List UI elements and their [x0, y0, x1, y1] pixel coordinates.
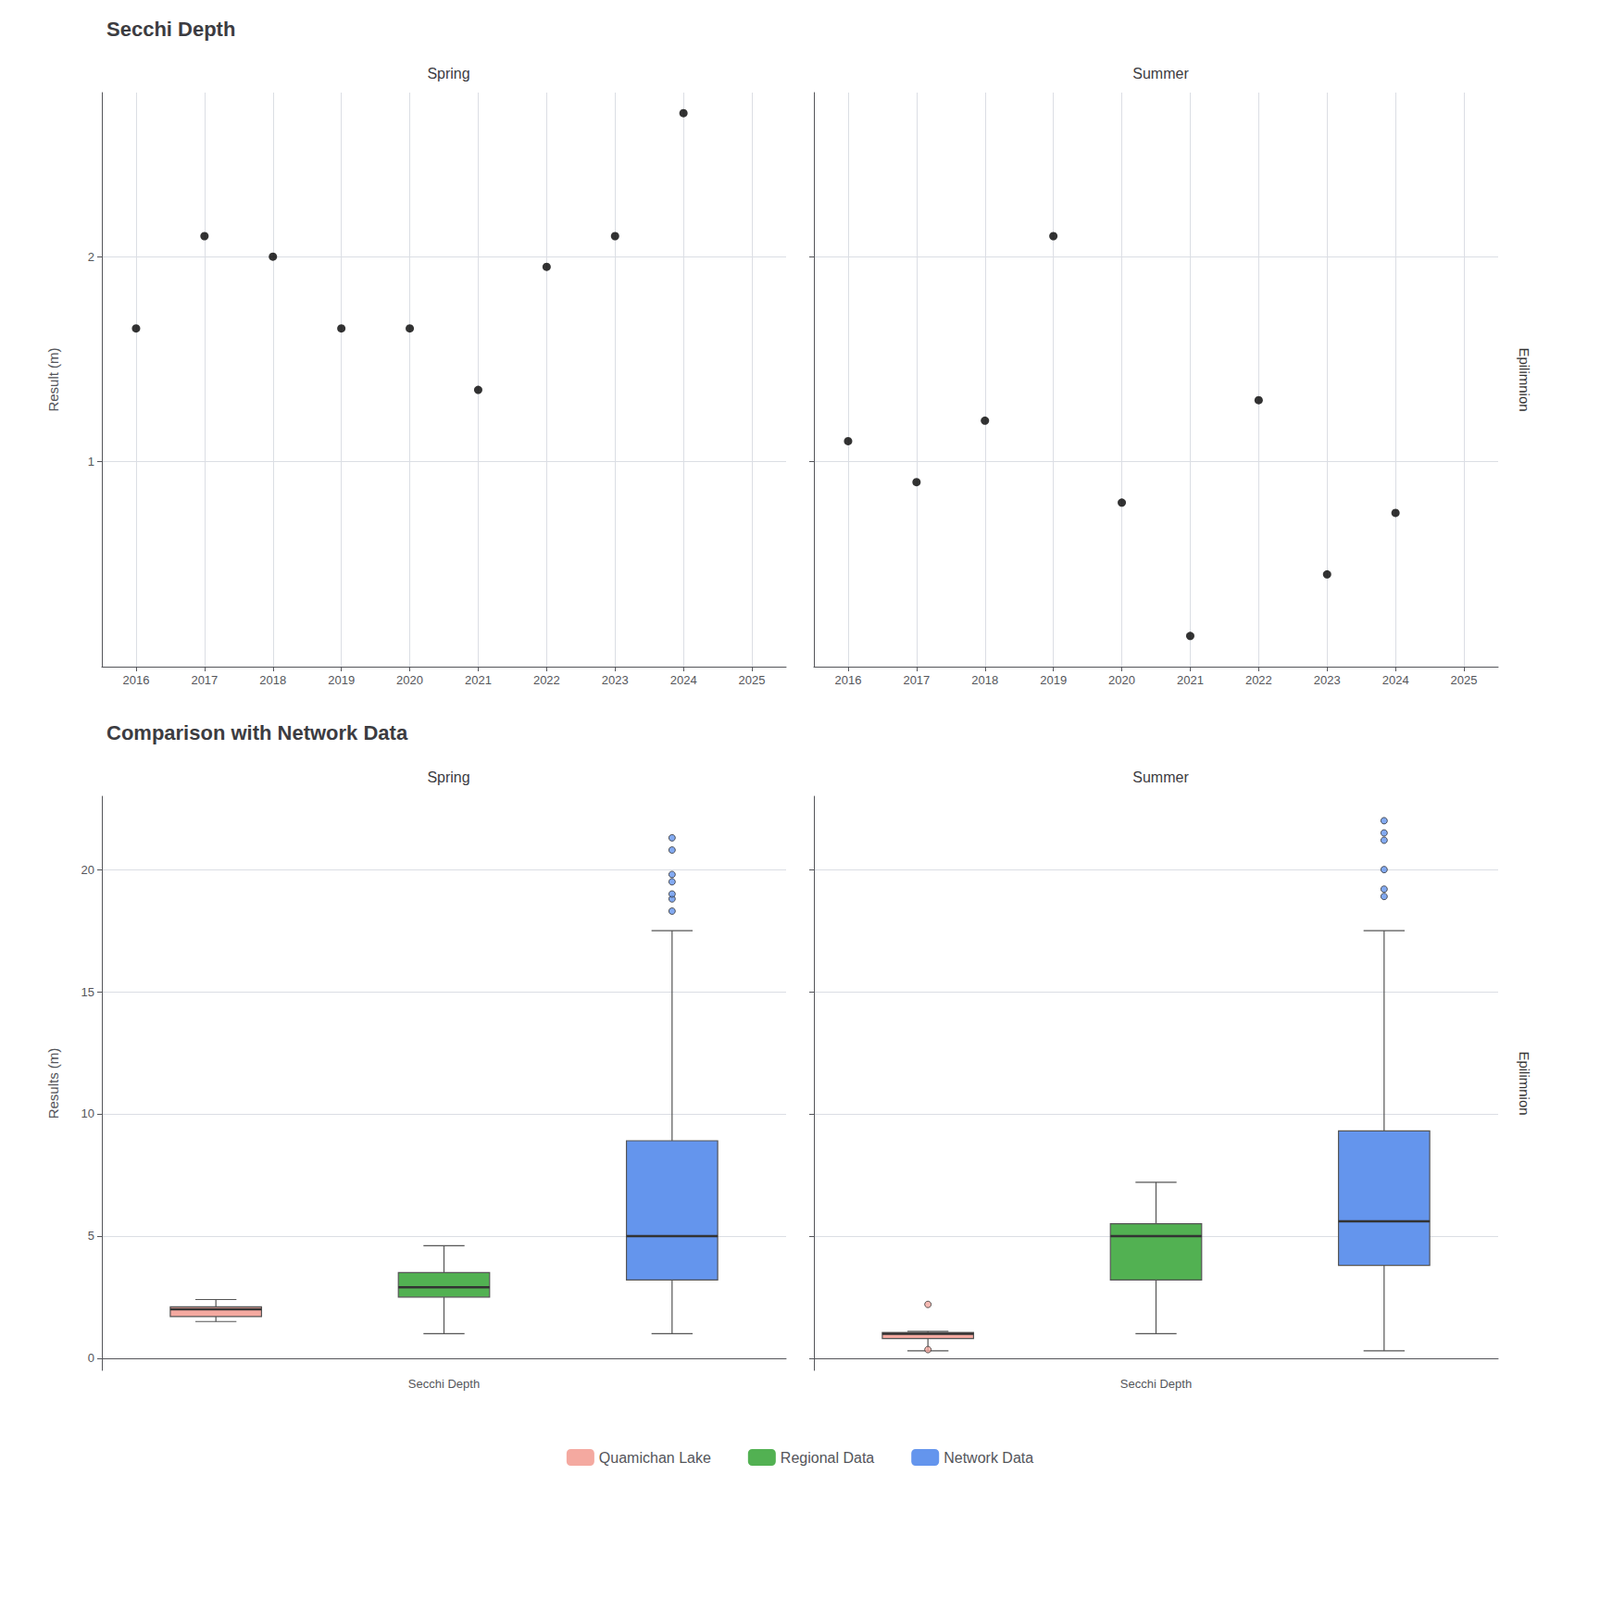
svg-text:5: 5 [87, 1228, 95, 1243]
svg-text:2019: 2019 [327, 673, 355, 688]
svg-text:2016: 2016 [122, 673, 150, 688]
svg-text:2021: 2021 [464, 673, 492, 688]
svg-text:2: 2 [87, 250, 95, 264]
svg-text:2021: 2021 [1176, 673, 1204, 688]
svg-text:2025: 2025 [738, 673, 766, 688]
svg-text:2017: 2017 [902, 673, 930, 688]
svg-text:10: 10 [81, 1106, 95, 1121]
svg-text:2020: 2020 [1108, 673, 1136, 688]
svg-text:2017: 2017 [190, 673, 218, 688]
svg-text:2025: 2025 [1450, 673, 1478, 688]
svg-text:20: 20 [81, 862, 95, 877]
svg-text:Secchi Depth: Secchi Depth [1120, 1376, 1192, 1391]
svg-text:1: 1 [87, 454, 95, 469]
svg-text:2016: 2016 [834, 673, 862, 688]
svg-text:Epilimnion: Epilimnion [1516, 1050, 1533, 1115]
svg-text:2022: 2022 [1245, 673, 1273, 688]
svg-text:Network Data: Network Data [943, 1450, 1034, 1466]
svg-text:2024: 2024 [1382, 673, 1410, 688]
svg-text:2019: 2019 [1039, 673, 1067, 688]
svg-text:2018: 2018 [971, 673, 999, 688]
svg-text:Summer: Summer [1132, 769, 1189, 786]
svg-text:Secchi Depth: Secchi Depth [106, 17, 236, 41]
svg-text:2023: 2023 [1313, 673, 1341, 688]
svg-text:Spring: Spring [426, 769, 470, 786]
svg-text:2020: 2020 [396, 673, 424, 688]
svg-text:Results (m): Results (m) [45, 1048, 62, 1120]
svg-text:Epilimnion: Epilimnion [1516, 347, 1533, 412]
svg-text:2018: 2018 [259, 673, 287, 688]
svg-text:0: 0 [87, 1350, 95, 1365]
svg-text:2024: 2024 [670, 673, 698, 688]
svg-text:Result (m): Result (m) [45, 347, 62, 412]
svg-text:Regional Data: Regional Data [780, 1450, 875, 1466]
svg-text:Secchi Depth: Secchi Depth [408, 1376, 480, 1391]
svg-text:2023: 2023 [601, 673, 629, 688]
svg-text:Comparison with Network Data: Comparison with Network Data [106, 721, 409, 745]
svg-text:Quamichan Lake: Quamichan Lake [599, 1450, 712, 1466]
svg-text:15: 15 [81, 985, 95, 1000]
svg-text:Spring: Spring [426, 65, 470, 82]
svg-text:2022: 2022 [533, 673, 561, 688]
svg-text:Summer: Summer [1132, 65, 1189, 82]
